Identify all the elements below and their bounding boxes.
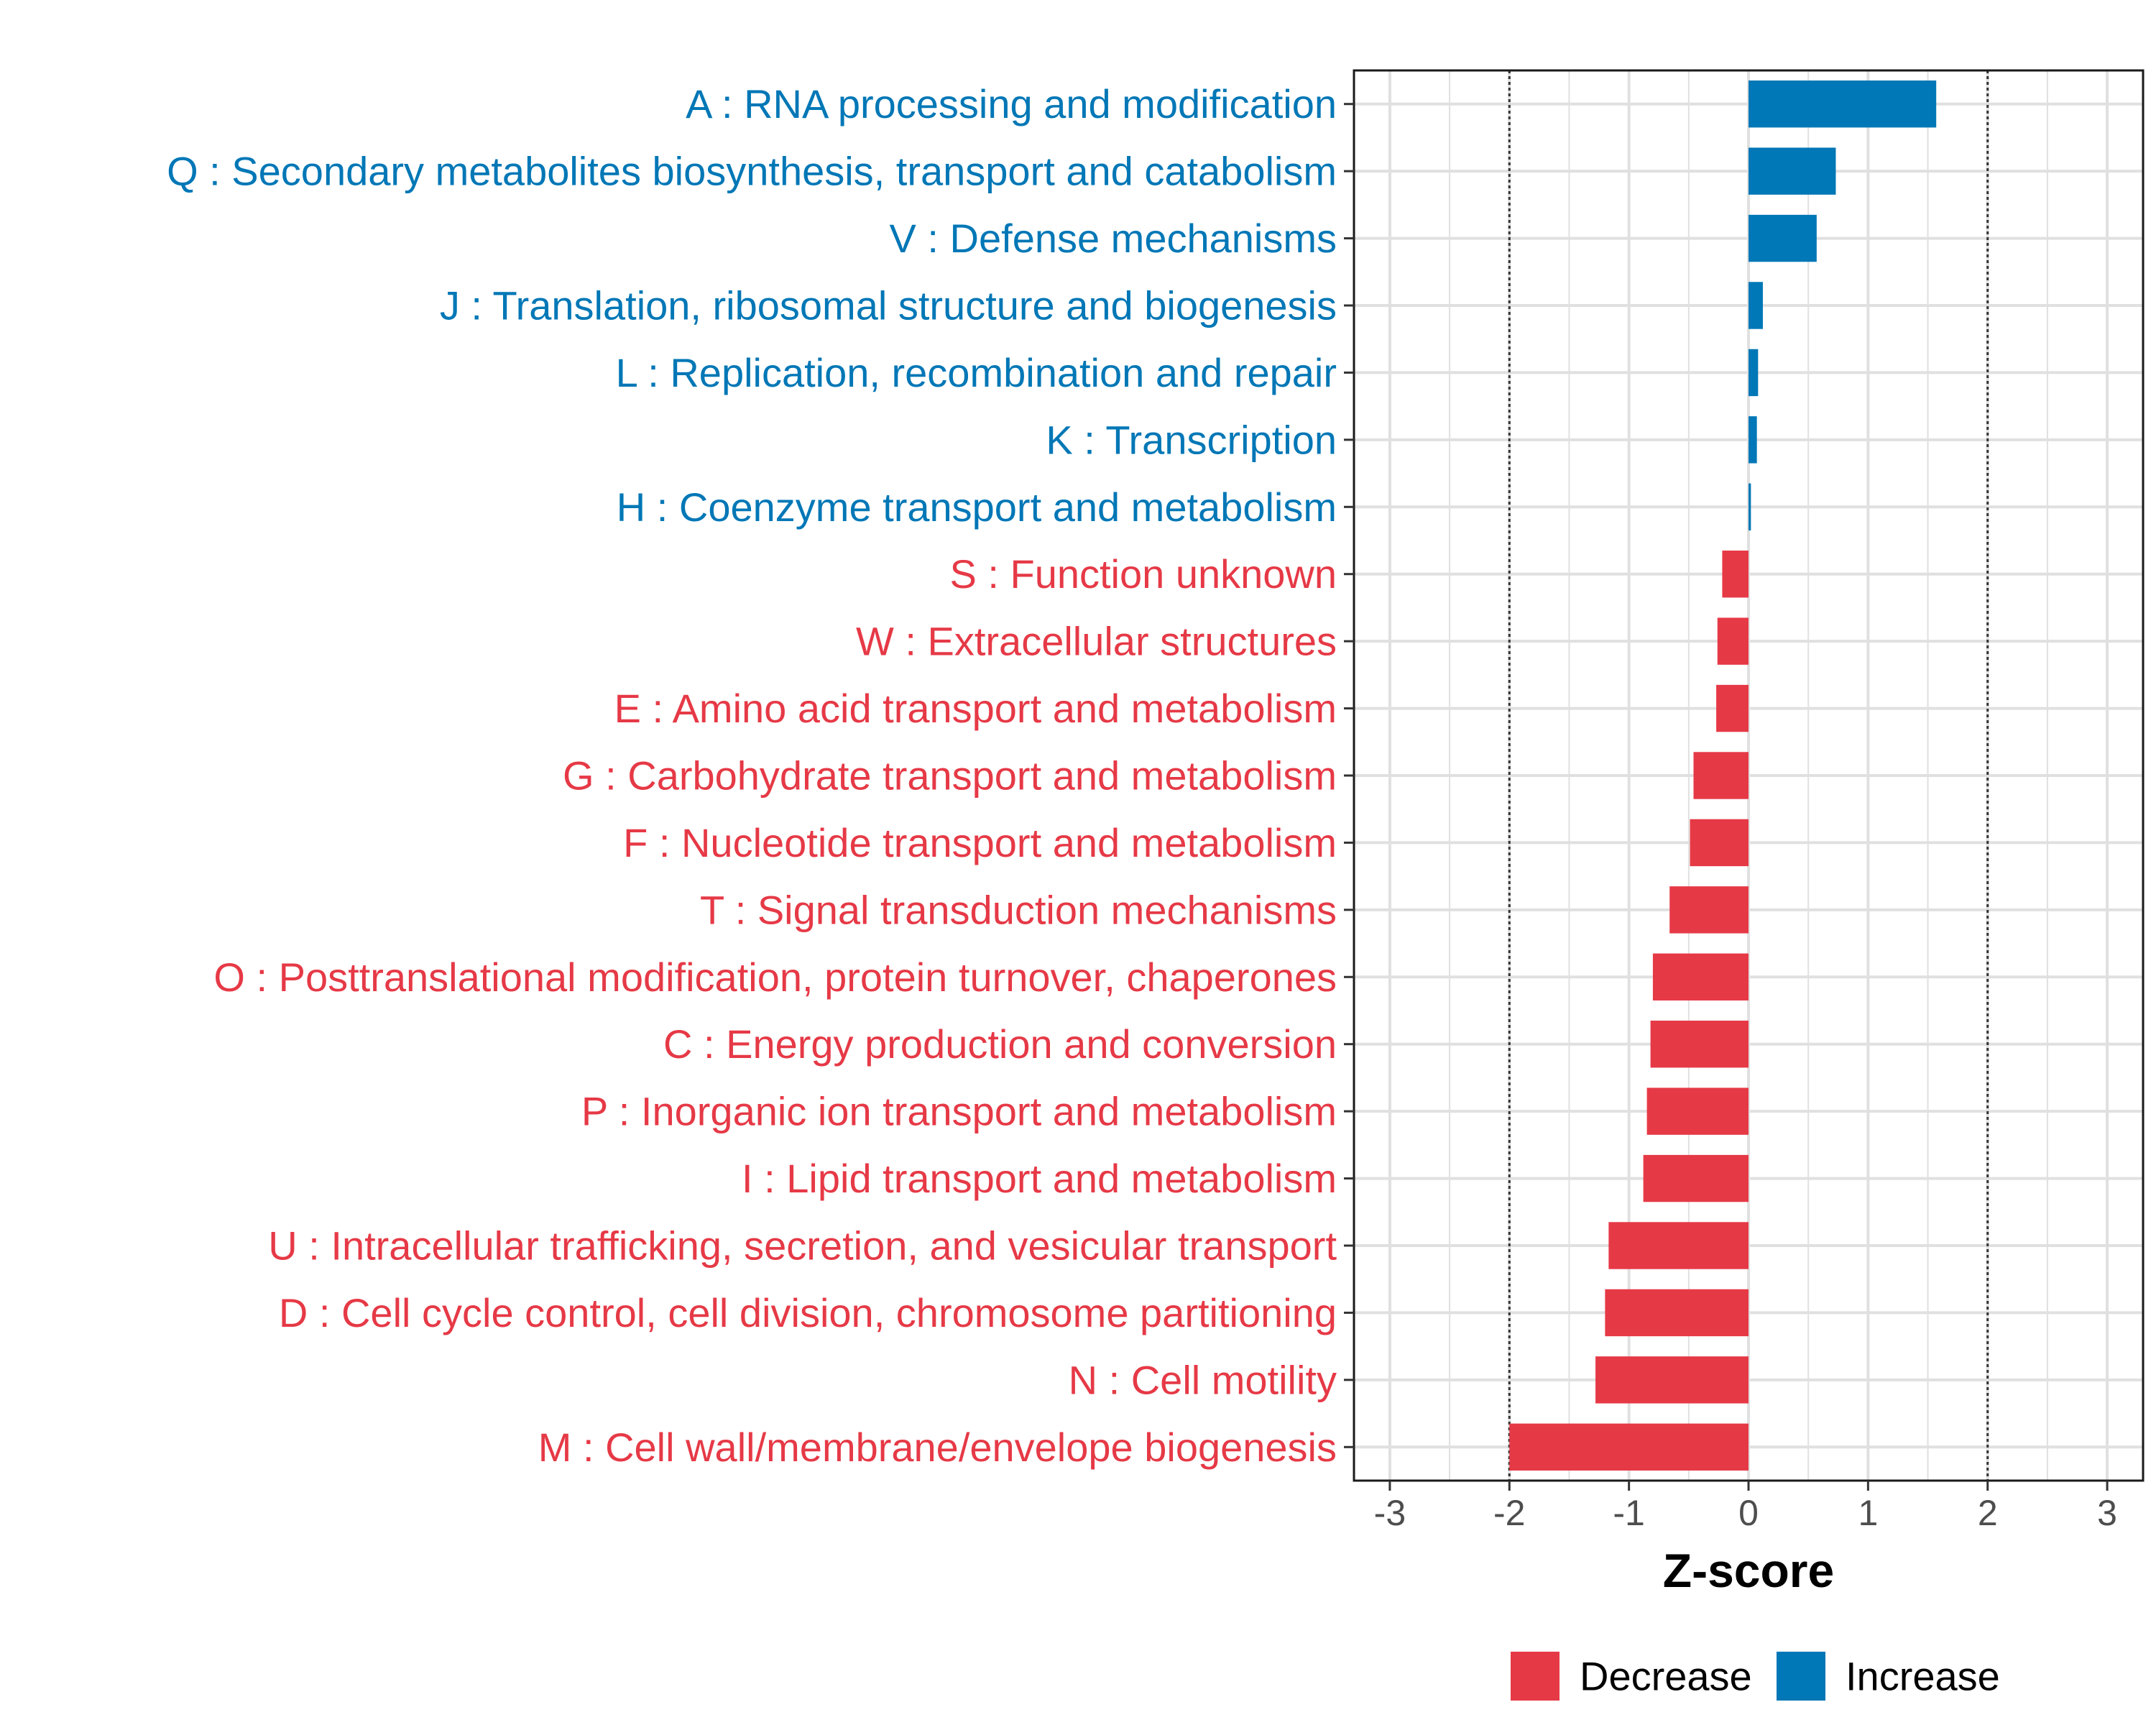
legend: Decrease Increase — [1511, 1652, 2000, 1701]
bar — [1693, 752, 1749, 799]
y-tick-label: I : Lipid transport and metabolism — [742, 1156, 1337, 1201]
y-tick-label: V : Defense mechanisms — [890, 216, 1337, 261]
y-tick-label: N : Cell motility — [1069, 1357, 1337, 1402]
reference-lines — [1508, 70, 1989, 1481]
y-axis-ticks: A : RNA processing and modification Q : S… — [167, 81, 1354, 1470]
y-tick-label: W : Extracellular structures — [856, 619, 1337, 664]
y-tick-label: C : Energy production and conversion — [663, 1021, 1337, 1067]
x-tick-label: -3 — [1374, 1493, 1406, 1533]
bar — [1749, 80, 1937, 128]
bar — [1722, 551, 1749, 598]
y-tick-label: M : Cell wall/membrane/envelope biogenes… — [538, 1425, 1337, 1470]
y-tick-label: G : Carbohydrate transport and metabolis… — [563, 753, 1337, 799]
y-tick-label: J : Translation, ribosomal structure and… — [440, 283, 1337, 328]
bar — [1509, 1423, 1749, 1471]
x-axis-ticks: -3 -2 -1 0 1 2 3 — [1374, 1481, 2117, 1533]
y-tick-label: T : Signal transduction mechanisms — [700, 887, 1337, 932]
legend-label-increase: Increase — [1846, 1654, 2000, 1699]
bar — [1595, 1356, 1749, 1404]
x-tick-label: 2 — [1978, 1493, 1998, 1533]
y-tick-label: L : Replication, recombination and repai… — [616, 350, 1337, 395]
bar — [1749, 214, 1817, 262]
bar — [1690, 819, 1749, 867]
legend-key-decrease — [1511, 1652, 1560, 1701]
y-tick-label: F : Nucleotide transport and metabolism — [623, 820, 1337, 865]
y-tick-label: K : Transcription — [1046, 417, 1337, 462]
x-tick-label: 3 — [2097, 1493, 2117, 1533]
bar — [1749, 282, 1763, 329]
bar — [1646, 1087, 1749, 1135]
y-tick-label: D : Cell cycle control, cell division, c… — [279, 1290, 1337, 1335]
y-tick-label: Q : Secondary metabolites biosynthesis, … — [167, 149, 1337, 194]
x-tick-label: 0 — [1738, 1493, 1759, 1533]
bar — [1749, 483, 1751, 530]
y-tick-label: S : Function unknown — [949, 551, 1337, 597]
x-tick-label: -1 — [1613, 1493, 1644, 1533]
bar — [1652, 953, 1749, 1000]
bar — [1749, 147, 1836, 195]
bar — [1716, 684, 1749, 732]
bar — [1669, 886, 1749, 934]
y-tick-label: H : Coenzyme transport and metabolism — [617, 484, 1337, 530]
bars — [1509, 80, 1937, 1471]
bar — [1643, 1154, 1749, 1202]
y-tick-label: U : Intracellular trafficking, secretion… — [268, 1223, 1337, 1269]
y-tick-label: O : Posttranslational modification, prot… — [213, 954, 1337, 1000]
bar — [1608, 1222, 1749, 1269]
legend-label-decrease: Decrease — [1580, 1654, 1752, 1699]
x-tick-label: 1 — [1858, 1493, 1878, 1533]
y-tick-label: P : Inorganic ion transport and metaboli… — [581, 1089, 1337, 1134]
y-tick-label: E : Amino acid transport and metabolism — [614, 686, 1337, 731]
bar — [1749, 349, 1759, 397]
legend-key-increase — [1777, 1652, 1825, 1701]
x-tick-label: -2 — [1493, 1493, 1525, 1533]
bar — [1650, 1021, 1749, 1068]
bar — [1605, 1289, 1749, 1337]
y-tick-label: A : RNA processing and modification — [686, 81, 1337, 126]
bar — [1717, 617, 1749, 665]
bar — [1749, 416, 1757, 464]
x-axis-title: Z-score — [1663, 1544, 1834, 1597]
